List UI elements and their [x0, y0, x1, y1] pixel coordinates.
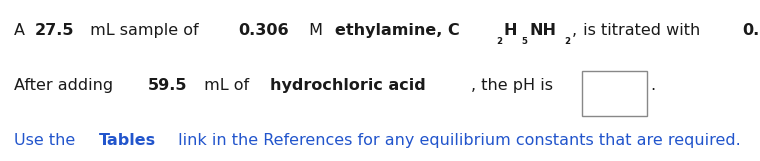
Text: NH: NH: [529, 23, 556, 38]
Text: Tables: Tables: [100, 133, 157, 148]
Text: 27.5: 27.5: [34, 23, 74, 38]
Text: ₂: ₂: [496, 33, 502, 47]
Text: 0.306: 0.306: [239, 23, 290, 38]
Text: ₂: ₂: [564, 33, 570, 47]
Text: is titrated with: is titrated with: [578, 23, 706, 38]
Text: ₅: ₅: [521, 33, 527, 47]
Text: mL sample of: mL sample of: [85, 23, 204, 38]
Text: H: H: [504, 23, 518, 38]
Text: link in the References for any equilibrium constants that are required.: link in the References for any equilibri…: [173, 133, 741, 148]
Text: 0.205: 0.205: [743, 23, 760, 38]
Text: ethylamine, C: ethylamine, C: [335, 23, 460, 38]
Text: 59.5: 59.5: [148, 78, 188, 93]
Text: .: .: [650, 78, 655, 93]
Bar: [582, 71, 647, 116]
Text: mL of: mL of: [199, 78, 255, 93]
Text: After adding: After adding: [14, 78, 118, 93]
Text: , the pH is: , the pH is: [471, 78, 553, 93]
Text: M: M: [304, 23, 328, 38]
Text: Use the: Use the: [14, 133, 80, 148]
Text: A: A: [14, 23, 30, 38]
Text: hydrochloric acid: hydrochloric acid: [271, 78, 426, 93]
Text: ,: ,: [572, 23, 577, 38]
